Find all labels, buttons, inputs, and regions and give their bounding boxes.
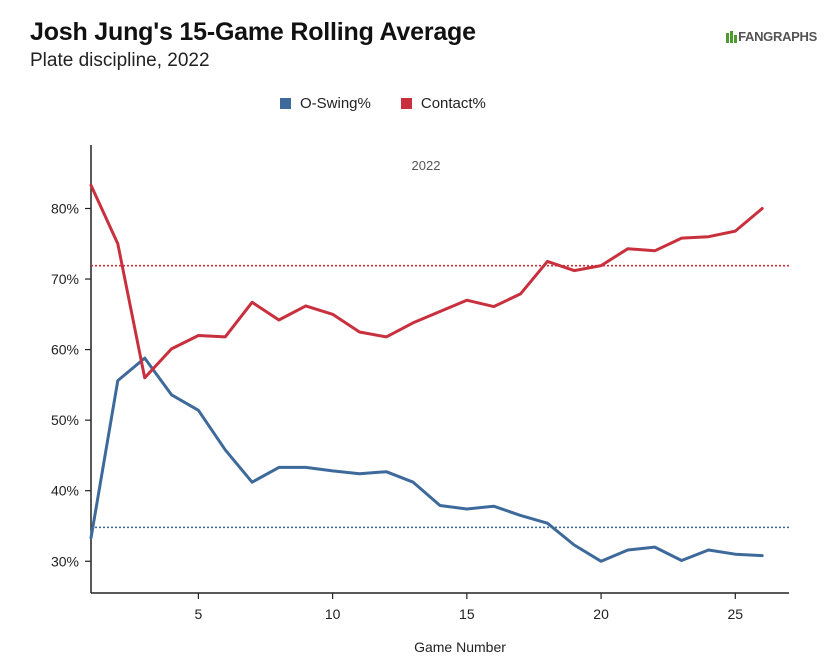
legend-item-o-swing: O-Swing% [280, 95, 371, 112]
y-tick-label: 70% [51, 271, 79, 287]
legend-item-contact: Contact% [400, 95, 486, 112]
y-tick-label: 80% [51, 200, 79, 216]
fangraphs-logo-icon [726, 30, 738, 43]
series-line-contact [89, 183, 764, 380]
y-tick-label: 60% [51, 342, 79, 358]
x-tick-label: 20 [593, 606, 609, 622]
chart-subtitle: Plate discipline, 2022 [30, 50, 210, 71]
logo-text-fan: FAN [738, 29, 764, 44]
chart-title: Josh Jung's 15-Game Rolling Average [30, 18, 476, 46]
x-tick-label: 15 [459, 606, 475, 622]
chart-legend: O-Swing% Contact% [280, 95, 516, 112]
y-tick-label: 40% [51, 483, 79, 499]
y-tick-label: 50% [51, 412, 79, 428]
facet-label: 2022 [412, 158, 441, 173]
x-tick-label: 25 [728, 606, 744, 622]
legend-label-contact: Contact% [420, 95, 486, 112]
series-line-o-swing [89, 356, 764, 563]
x-tick-label: 5 [194, 606, 202, 622]
fangraphs-logo: FAN GRAPHS [726, 29, 817, 44]
y-tick-label: 30% [51, 553, 79, 569]
x-axis-title: Game Number [414, 639, 506, 655]
x-tick-label: 10 [325, 606, 341, 622]
legend-swatch-o-swing [280, 98, 291, 109]
logo-text-graphs: GRAPHS [763, 29, 817, 44]
legend-label-o-swing: O-Swing% [300, 95, 371, 112]
legend-swatch-contact [400, 98, 412, 109]
